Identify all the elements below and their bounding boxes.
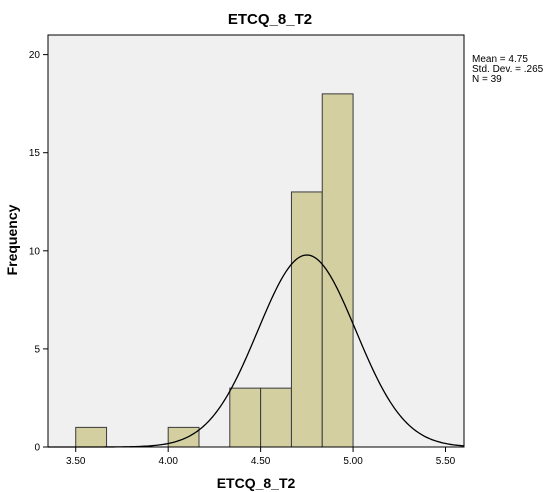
ticks-group: 3.50 4.00 4.50 5.00 5.50 0 5 10 15 20 (29, 50, 456, 467)
histogram-bar (229, 387, 262, 448)
y-tick-label: 0 (34, 443, 40, 454)
histogram-bar (75, 426, 108, 448)
x-tick-label: 5.50 (436, 456, 456, 467)
histogram-bar (290, 191, 323, 448)
x-tick-label: 5.00 (343, 456, 363, 467)
y-tick-label: 10 (29, 246, 41, 257)
plot-area (47, 34, 465, 448)
x-tick-label: 4.50 (251, 456, 271, 467)
y-tick-label: 20 (29, 50, 41, 61)
axes-group (47, 35, 464, 448)
x-tick-label: 4.00 (158, 456, 178, 467)
chart-title: ETCQ_8_T2 (228, 11, 312, 28)
y-axis-label: Frequency (4, 204, 20, 275)
x-tick-label: 3.50 (66, 456, 86, 467)
y-tick-label: 15 (29, 148, 41, 159)
y-tick-label: 5 (34, 344, 40, 355)
stats-n: N = 39 (472, 74, 502, 85)
bars-group (75, 93, 354, 448)
histogram-bar (167, 426, 200, 448)
stats-mean: Mean = 4.75 (472, 54, 528, 65)
stats-std-dev: Std. Dev. = .265 (472, 64, 544, 75)
histogram-bar (260, 387, 292, 448)
x-axis-label: ETCQ_8_T2 (217, 475, 296, 491)
stats-legend: Mean = 4.75 Std. Dev. = .265 N = 39 (472, 55, 543, 85)
